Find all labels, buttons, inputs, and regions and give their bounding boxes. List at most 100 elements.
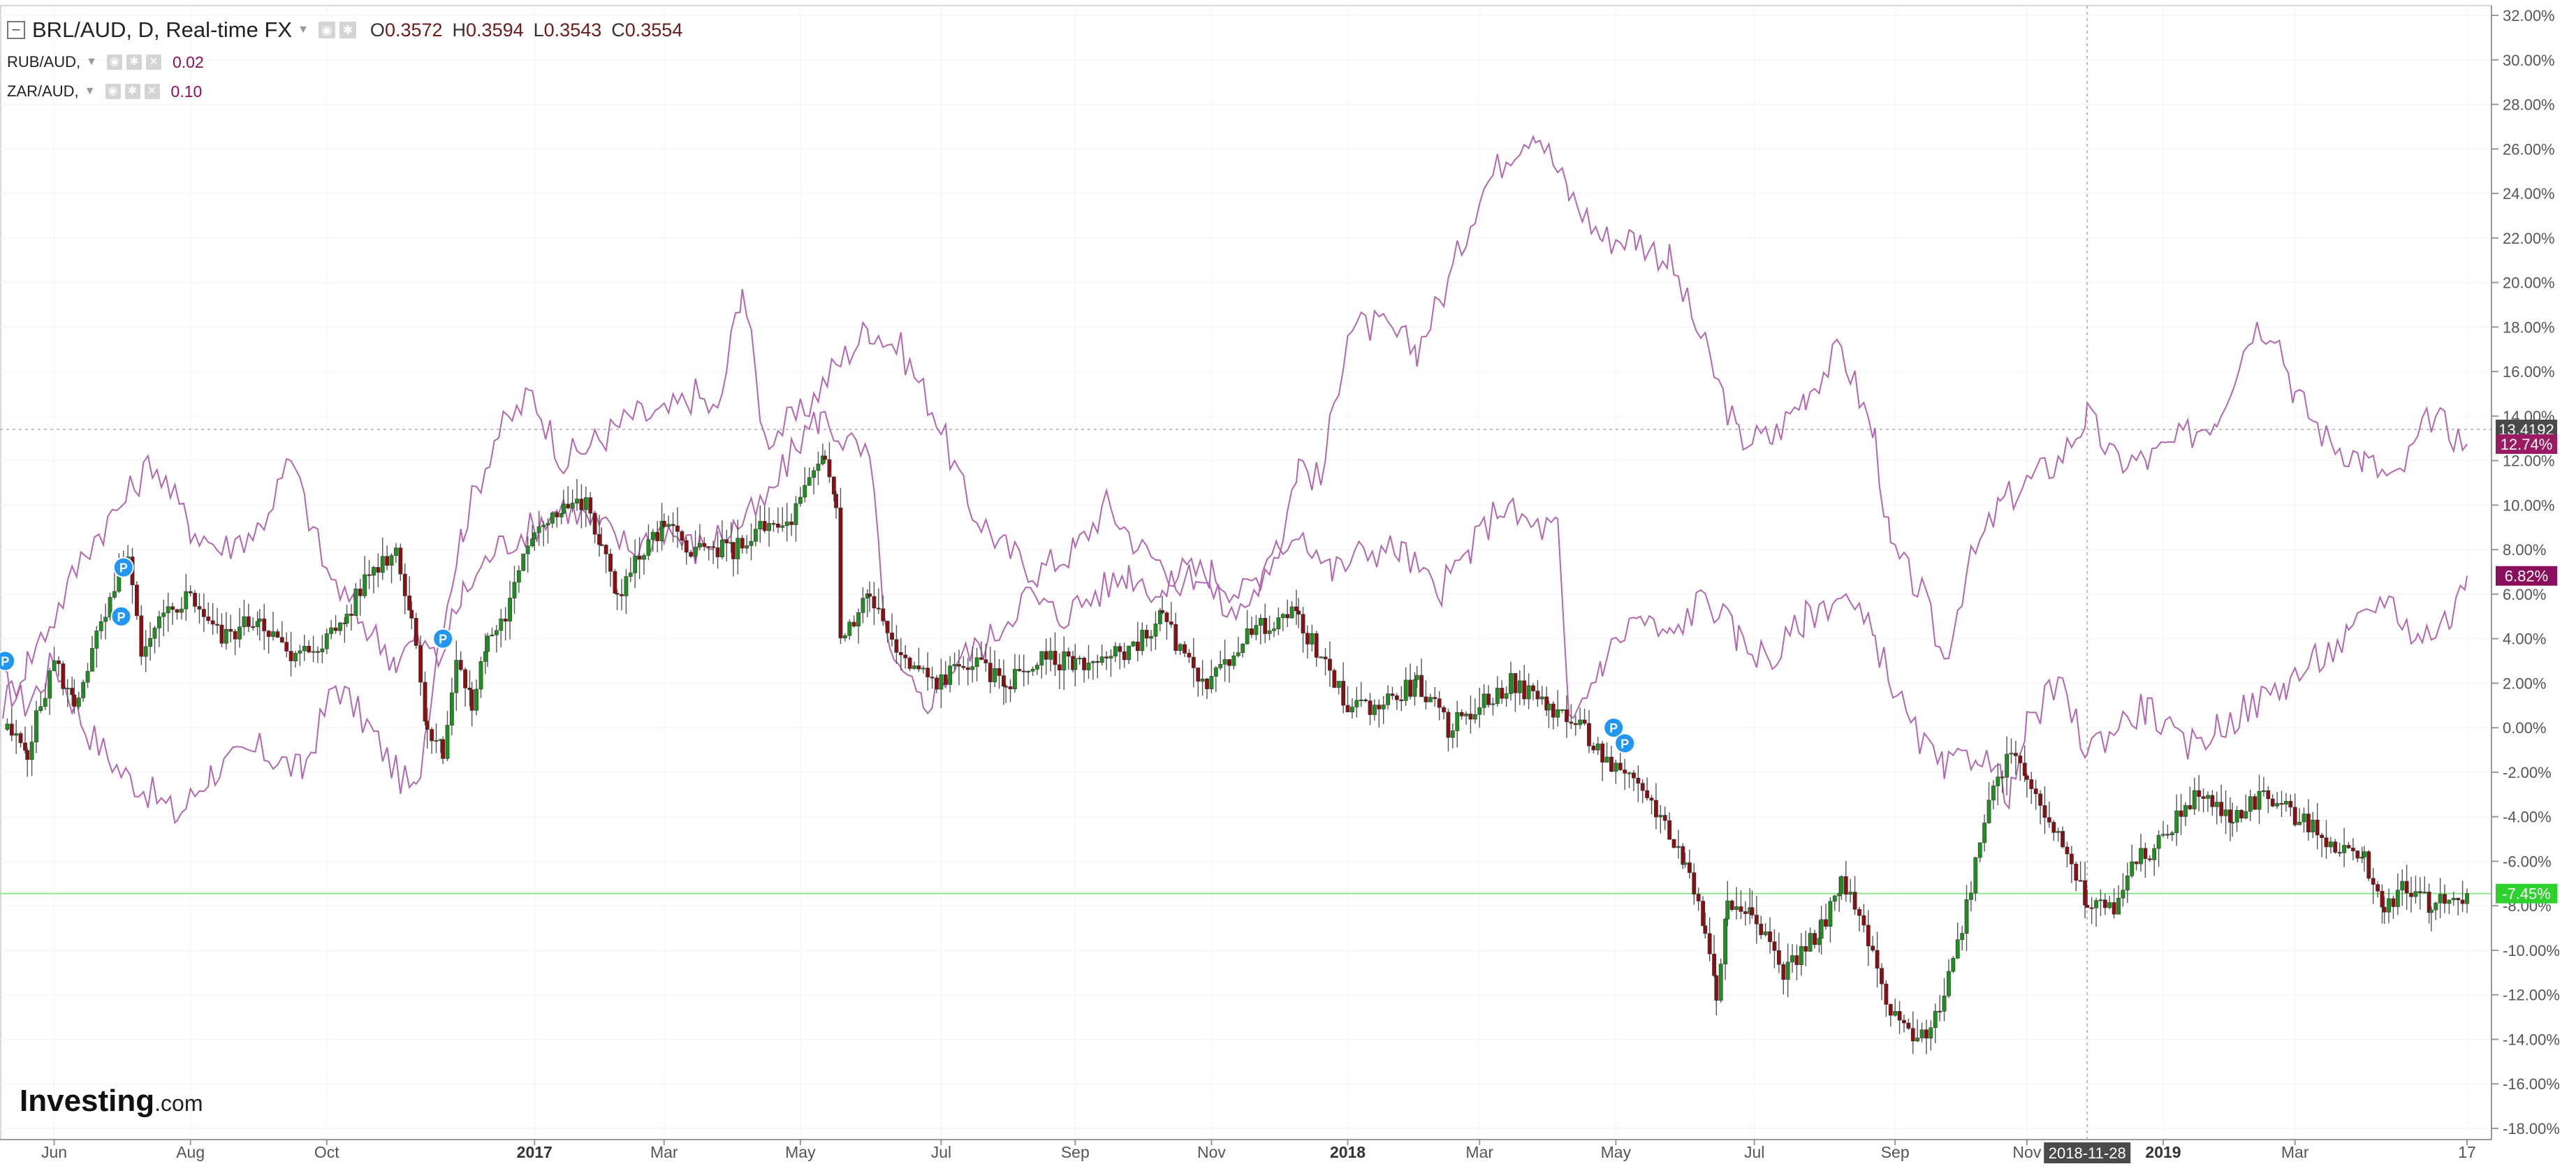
candle-body: [85, 671, 90, 683]
candle-body: [1803, 946, 1808, 952]
candle-body: [367, 574, 372, 576]
candle-body: [210, 620, 215, 625]
candle-body: [525, 545, 530, 554]
candle-body: [2130, 861, 2135, 876]
candle-body: [894, 639, 899, 653]
indicator-label[interactable]: RUB/AUD,: [7, 53, 81, 71]
x-tick-label: Mar: [650, 1143, 678, 1161]
candle-body: [1951, 957, 1956, 972]
candle-body: [1799, 946, 1803, 965]
candle-body: [38, 706, 43, 711]
gear-icon[interactable]: ✱: [339, 22, 356, 38]
candle-body: [592, 513, 597, 535]
chevron-down-icon[interactable]: ▼: [86, 56, 97, 68]
candle-body: [666, 524, 671, 527]
candle-body: [868, 594, 872, 597]
x-tick-label: Aug: [176, 1143, 205, 1161]
rub-badge: 12.74%: [2501, 436, 2553, 453]
candle-body: [1832, 895, 1837, 902]
candle-body: [1301, 614, 1305, 634]
candle-body: [1472, 714, 1477, 720]
candle-body: [425, 721, 430, 730]
close-icon[interactable]: ✕: [145, 54, 161, 70]
candle-body: [2022, 763, 2027, 776]
candle-body: [1723, 918, 1727, 964]
candle-body: [2152, 848, 2157, 860]
candle-body: [793, 503, 798, 525]
chevron-down-icon[interactable]: ▼: [84, 85, 96, 97]
candle-body: [1991, 786, 1996, 801]
candle-body: [398, 547, 403, 575]
candle-body: [566, 503, 571, 508]
y-tick-label: -18.00%: [2503, 1120, 2560, 1137]
gear-icon[interactable]: ✱: [126, 54, 142, 70]
candle-body: [1008, 686, 1013, 689]
gear-icon[interactable]: ✱: [124, 84, 140, 99]
candle-body: [675, 525, 680, 532]
candle-body: [1942, 995, 1947, 1012]
x-tick-label: 2019: [2145, 1143, 2181, 1161]
candle-body: [740, 538, 745, 549]
symbol-title[interactable]: BRL/AUD, D, Real-time FX: [32, 17, 293, 42]
candle-body: [1604, 756, 1609, 763]
candle-body: [251, 626, 256, 628]
candle-body: [1354, 700, 1359, 707]
candle-body: [2337, 852, 2342, 854]
candle-body: [1135, 641, 1140, 651]
candle-body: [2248, 796, 2253, 812]
candle-body: [807, 477, 812, 486]
candles: [5, 442, 2469, 1054]
collapse-icon[interactable]: −: [7, 21, 25, 39]
candle-body: [2005, 753, 2009, 778]
candle-body: [1250, 628, 1254, 635]
candle-body: [1781, 964, 1786, 980]
candle-body: [789, 522, 793, 525]
chevron-down-icon[interactable]: ▼: [298, 24, 309, 36]
candle-body: [633, 555, 638, 573]
marker-pin: P: [112, 557, 134, 578]
eye-icon[interactable]: ◉: [106, 54, 122, 70]
candle-body: [1852, 892, 1857, 910]
candle-body: [1729, 900, 1734, 910]
candle-body: [2139, 848, 2143, 864]
candle-body: [555, 513, 559, 517]
ohlc-close: C0.3554: [611, 19, 683, 40]
brl-badge: -7.45%: [2502, 885, 2551, 903]
indicator-label[interactable]: ZAR/AUD,: [7, 82, 79, 100]
candle-body: [1712, 953, 1716, 976]
candle-body: [512, 582, 517, 598]
candle-body: [1450, 730, 1455, 738]
candle-body: [166, 606, 170, 613]
candle-body: [1131, 641, 1136, 647]
candle-body: [418, 645, 423, 683]
close-icon[interactable]: ✕: [144, 84, 160, 99]
marker-label: P: [1, 655, 9, 669]
candle-body: [1828, 901, 1833, 927]
candle-body: [2387, 898, 2391, 913]
candle-body: [1623, 769, 1627, 774]
candle-body: [2311, 819, 2315, 832]
candle-body: [441, 739, 446, 759]
candle-body: [2434, 902, 2438, 911]
eye-icon[interactable]: ◉: [105, 84, 121, 99]
candle-body: [2301, 813, 2306, 823]
candle-body: [1996, 776, 2000, 786]
candle-body: [749, 541, 754, 546]
candle-body: [1671, 839, 1676, 848]
eye-icon[interactable]: ◉: [318, 22, 335, 38]
candle-body: [307, 646, 312, 653]
candle-body: [2024, 775, 2029, 780]
y-tick-label: 12.00%: [2503, 452, 2555, 470]
candle-body: [823, 455, 827, 460]
marker-circle: [432, 628, 454, 649]
indicator-row-zar: ZAR/AUD, ▼ ◉ ✱ ✕ 0.10: [7, 77, 682, 106]
candle-body: [2013, 753, 2018, 756]
candle-body: [34, 710, 38, 742]
y-tick-label: 4.00%: [2503, 631, 2546, 648]
candle-body: [1399, 699, 1404, 701]
y-tick-label: 16.00%: [2503, 363, 2555, 381]
candle-body: [876, 607, 881, 610]
candle-body: [935, 677, 939, 690]
